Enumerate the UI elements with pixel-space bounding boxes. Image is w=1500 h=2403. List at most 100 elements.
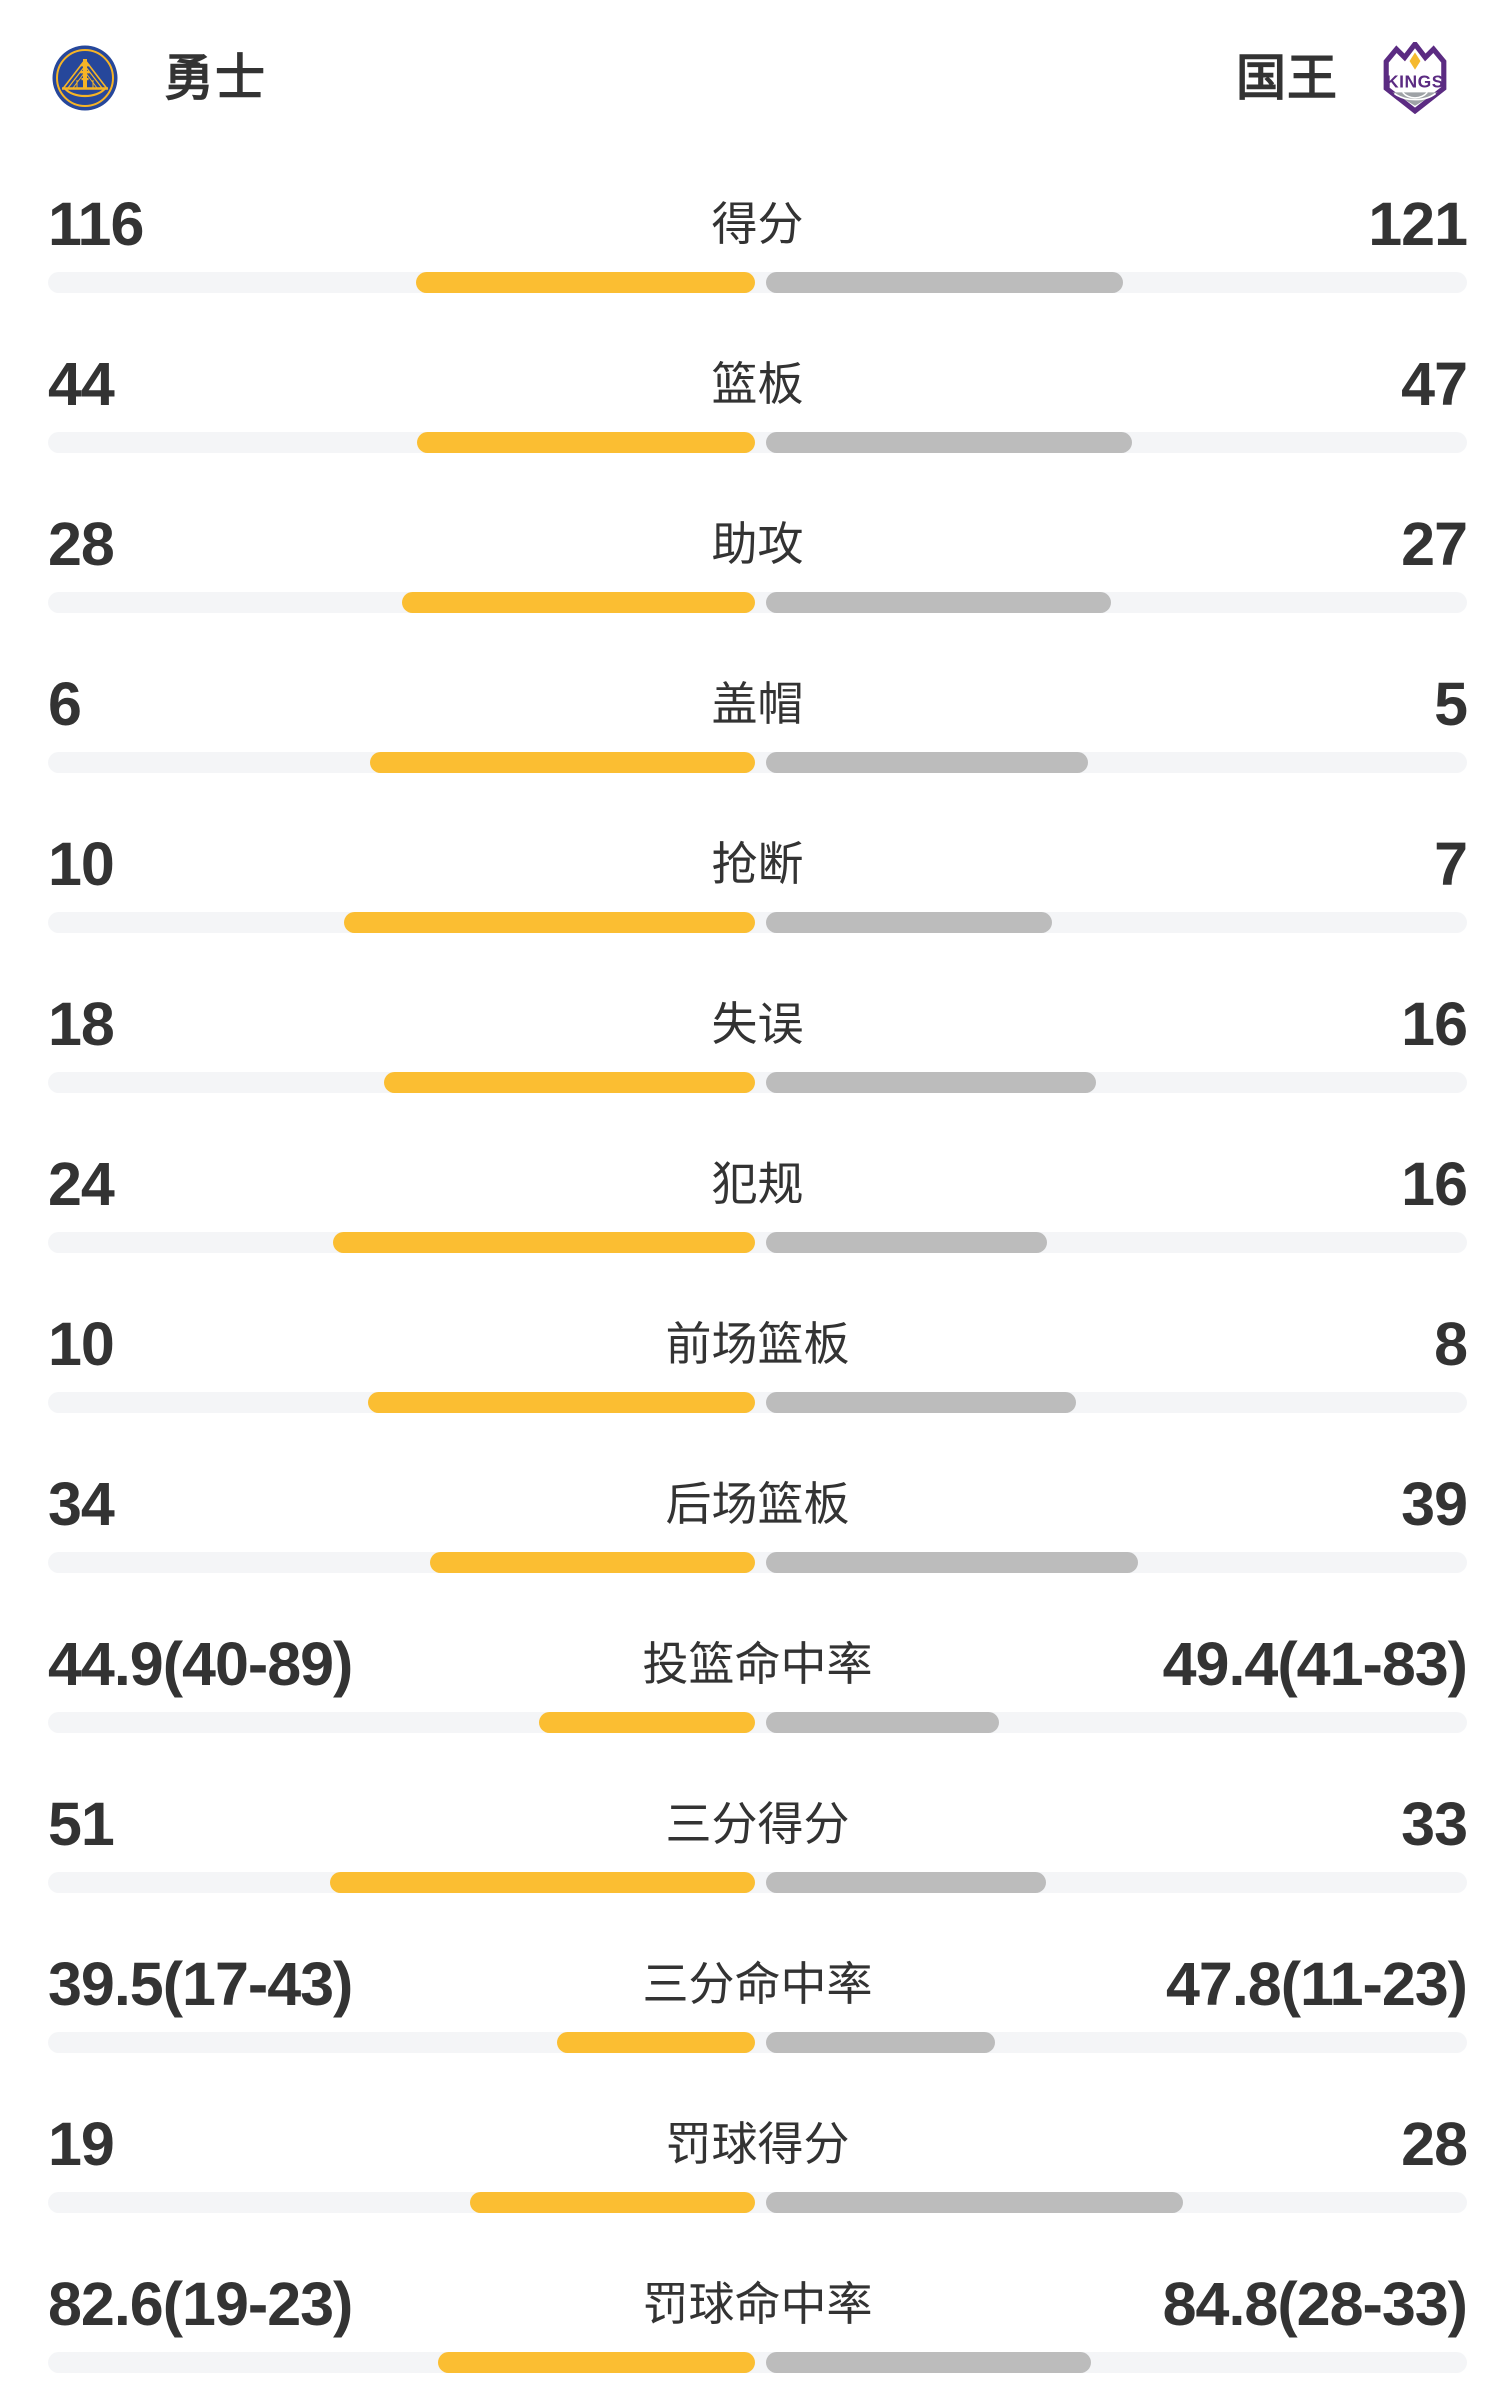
stat-values-line: 44 篮板 47 [48, 350, 1468, 418]
stat-row: 19 罚球得分 28 [48, 2083, 1468, 2243]
away-stat-value: 47.8(11-23) [1166, 1950, 1468, 2018]
away-stat-value: 5 [1434, 670, 1468, 738]
stat-bar-track [48, 592, 1467, 613]
away-stat-bar [765, 592, 1111, 613]
home-team-name: 勇士 [164, 50, 266, 106]
stat-label: 后场篮板 [665, 1478, 850, 1530]
home-stat-value: 10 [48, 1310, 115, 1378]
home-stat-bar [329, 1872, 755, 1893]
stat-values-line: 34 后场篮板 39 [48, 1470, 1468, 1538]
stat-bar-track [48, 1552, 1467, 1573]
stat-label: 得分 [711, 198, 804, 250]
stat-row: 51 三分得分 33 [48, 1763, 1468, 1923]
home-stat-value: 51 [48, 1790, 115, 1858]
away-stat-value: 27 [1401, 510, 1468, 578]
stat-bar-track [48, 2032, 1467, 2053]
home-stat-value: 10 [48, 830, 115, 898]
home-team: 勇士 [52, 40, 266, 116]
away-stat-bar [765, 1392, 1076, 1413]
stat-values-line: 82.6(19-23) 罚球命中率 84.8(28-33) [48, 2270, 1468, 2338]
home-stat-bar [416, 432, 755, 453]
home-stat-value: 24 [48, 1150, 115, 1218]
stat-values-line: 10 前场篮板 8 [48, 1310, 1468, 1378]
stat-row: 10 前场篮板 8 [48, 1283, 1468, 1443]
away-stat-bar [765, 1872, 1046, 1893]
stat-label: 助攻 [711, 518, 804, 570]
home-stat-value: 116 [48, 190, 144, 258]
svg-text:KINGS: KINGS [1386, 71, 1444, 91]
stat-values-line: 18 失误 16 [48, 990, 1468, 1058]
stat-bar-track [48, 912, 1467, 933]
away-stat-value: 7 [1434, 830, 1468, 898]
stat-row: 34 后场篮板 39 [48, 1443, 1468, 1603]
stat-values-line: 39.5(17-43) 三分命中率 47.8(11-23) [48, 1950, 1468, 2018]
home-stat-value: 82.6(19-23) [48, 2270, 353, 2338]
home-stat-bar [332, 1232, 755, 1253]
stat-label: 罚球命中率 [642, 2278, 873, 2330]
home-stat-bar [538, 1712, 755, 1733]
away-team: 国王 KINGS [1236, 40, 1448, 116]
stat-row: 10 抢断 7 [48, 803, 1468, 963]
home-stat-value: 28 [48, 510, 115, 578]
stat-row: 28 助攻 27 [48, 483, 1468, 643]
home-stat-value: 34 [48, 1470, 115, 1538]
home-stat-bar [383, 1072, 755, 1093]
away-stat-bar [765, 2192, 1183, 2213]
home-stat-value: 39.5(17-43) [48, 1950, 353, 2018]
stat-row: 44 篮板 47 [48, 323, 1468, 483]
home-stat-value: 44 [48, 350, 115, 418]
match-stats-header: 勇士 国王 KINGS [52, 40, 1448, 116]
stat-values-line: 10 抢断 7 [48, 830, 1468, 898]
stat-row: 18 失误 16 [48, 963, 1468, 1123]
stat-bar-track [48, 432, 1467, 453]
stat-bar-track [48, 2192, 1467, 2213]
stat-row: 44.9(40-89) 投篮命中率 49.4(41-83) [48, 1603, 1468, 1763]
stat-values-line: 6 盖帽 5 [48, 670, 1468, 738]
stat-bar-track [48, 2352, 1467, 2373]
stat-label: 犯规 [711, 1158, 804, 1210]
away-stat-bar [765, 752, 1088, 773]
stat-label: 篮板 [711, 358, 804, 410]
stat-bar-track [48, 272, 1467, 293]
away-stat-value: 33 [1401, 1790, 1468, 1858]
stat-label: 失误 [711, 998, 804, 1050]
stat-values-line: 51 三分得分 33 [48, 1790, 1468, 1858]
stat-row: 6 盖帽 5 [48, 643, 1468, 803]
away-stat-value: 8 [1434, 1310, 1468, 1378]
stat-label: 抢断 [711, 838, 804, 890]
home-stat-bar [369, 752, 755, 773]
away-stat-value: 28 [1401, 2110, 1468, 2178]
home-stat-bar [556, 2032, 755, 2053]
stat-bar-track [48, 1712, 1467, 1733]
stat-row: 82.6(19-23) 罚球命中率 84.8(28-33) [48, 2243, 1468, 2403]
away-stat-value: 84.8(28-33) [1162, 2270, 1468, 2338]
stat-bar-track [48, 752, 1467, 773]
home-stat-bar [429, 1552, 755, 1573]
stat-bar-track [48, 1072, 1467, 1093]
home-stat-bar [469, 2192, 755, 2213]
away-stat-value: 16 [1401, 990, 1468, 1058]
away-stat-bar [765, 1232, 1047, 1253]
stat-bar-track [48, 1232, 1467, 1253]
away-stat-value: 39 [1401, 1470, 1468, 1538]
stat-values-line: 28 助攻 27 [48, 510, 1468, 578]
away-stat-bar [765, 912, 1052, 933]
away-stat-value: 16 [1401, 1150, 1468, 1218]
away-stat-bar [765, 1712, 999, 1733]
stat-label: 罚球得分 [665, 2118, 850, 2170]
kings-logo-icon: KINGS [1383, 42, 1447, 114]
stat-values-line: 116 得分 121 [48, 190, 1468, 258]
home-stat-value: 18 [48, 990, 115, 1058]
stat-label: 盖帽 [711, 678, 804, 730]
away-stat-bar [765, 432, 1132, 453]
away-stat-bar [765, 2352, 1091, 2373]
home-stat-bar [343, 912, 755, 933]
away-stat-bar [765, 1072, 1096, 1093]
warriors-logo-icon [52, 45, 118, 111]
away-stat-bar [765, 2032, 995, 2053]
home-stat-bar [437, 2352, 755, 2373]
team-stats-comparison: 116 得分 121 44 篮板 47 28 助攻 27 6 盖帽 5 10 抢断 7 18 失误 16 24 犯规 1… [0, 163, 1500, 2403]
home-stat-value: 6 [48, 670, 82, 738]
away-stat-bar [765, 272, 1123, 293]
stat-bar-track [48, 1872, 1467, 1893]
